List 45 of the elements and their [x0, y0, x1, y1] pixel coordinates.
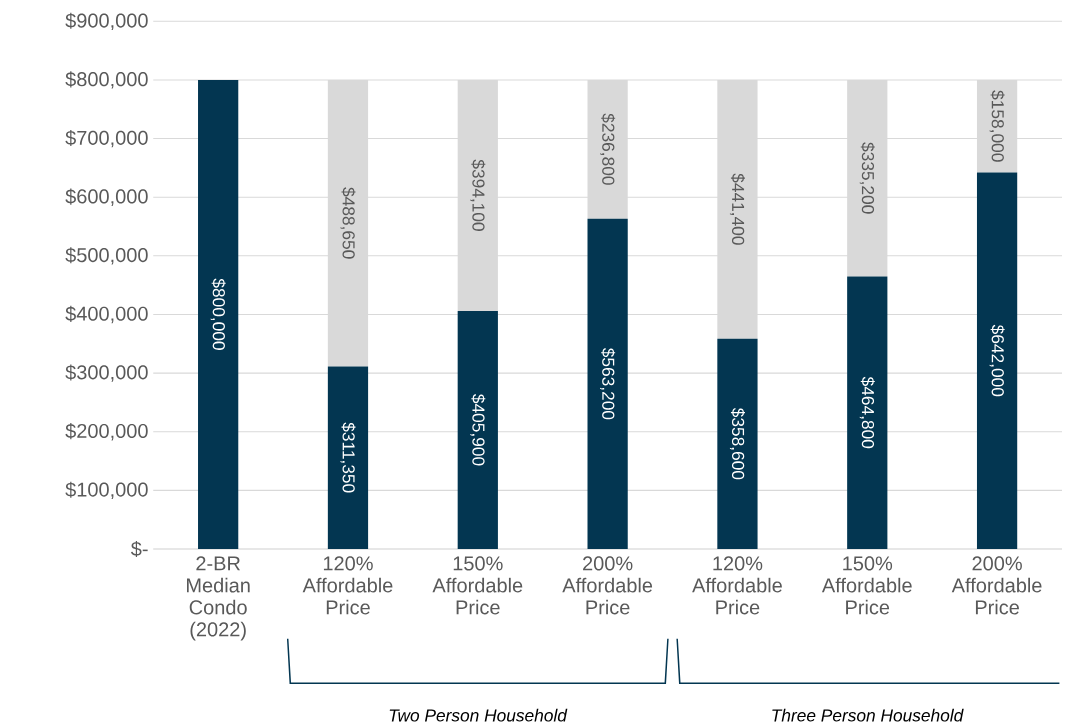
bar	[976, 79, 1018, 173]
bar	[717, 79, 758, 339]
data-label: $563,200	[600, 347, 616, 420]
data-label: $158,000	[989, 90, 1005, 162]
data-label: $311,350	[340, 422, 356, 493]
x-tick-label: 200% Affordable Price	[562, 556, 653, 615]
y-tick-label: $100,000	[65, 481, 148, 499]
bar	[457, 79, 498, 311]
data-label: $236,800	[600, 113, 616, 185]
y-tick-label: $700,000	[65, 129, 148, 148]
data-label: $358,600	[729, 407, 745, 480]
y-tick-label: $800,000	[65, 71, 148, 89]
data-label: $464,800	[859, 376, 875, 449]
bar	[198, 79, 239, 549]
y-tick-label: $600,000	[65, 188, 148, 206]
y-tick-label: $200,000	[65, 422, 148, 441]
y-tick-label: $900,000	[65, 12, 148, 30]
data-label: $394,100	[470, 159, 486, 231]
bar	[717, 338, 758, 549]
x-tick-label: 150% Affordable Price	[432, 556, 523, 615]
bar	[587, 218, 628, 549]
text: Two Person Household	[389, 708, 568, 722]
bar	[587, 79, 628, 219]
text: Three Person Household	[772, 708, 964, 722]
x-tick-label: 120% Affordable Price	[692, 556, 782, 615]
y-tick-label: $300,000	[65, 364, 148, 382]
data-label: $335,200	[859, 142, 875, 214]
bar	[327, 79, 369, 367]
y-tick-label: $500,000	[65, 247, 148, 265]
y-tick-label: $-	[130, 540, 148, 557]
bar	[457, 310, 498, 549]
bar	[976, 172, 1018, 549]
y-tick-label: $400,000	[65, 305, 148, 324]
data-label: $642,000	[989, 324, 1005, 397]
x-tick-label: 120% Affordable Price	[302, 556, 393, 615]
x-tick-label: 150% Affordable Price	[821, 556, 912, 615]
bar	[327, 366, 369, 549]
data-label: $488,650	[340, 187, 356, 259]
data-label: $800,000	[210, 278, 226, 350]
x-tick-label: 2-BR Median Condo (2022)	[187, 556, 250, 641]
x-tick-label: 200% Affordable Price	[951, 556, 1042, 615]
bar	[847, 79, 888, 277]
bar	[847, 276, 888, 549]
data-label: $405,900	[470, 393, 486, 466]
data-label: $441,400	[729, 173, 745, 245]
